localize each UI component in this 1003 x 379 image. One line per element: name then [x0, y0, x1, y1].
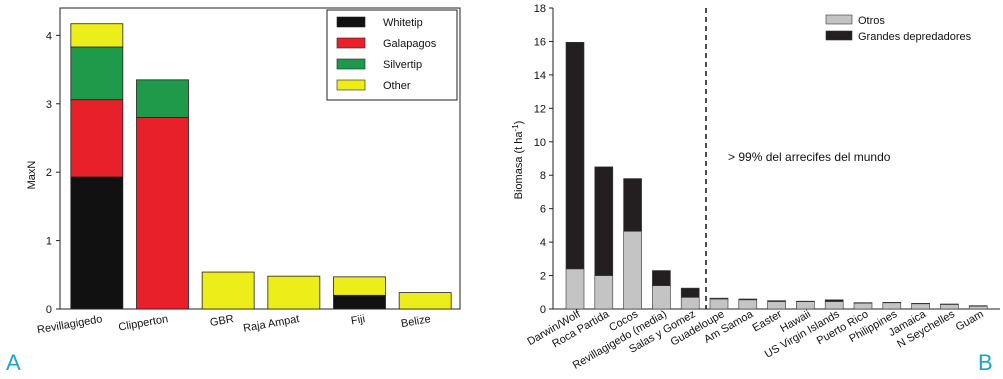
chart-b-bar-revillagigedo-media-grandes-depredadores: [652, 270, 671, 286]
chart-b-bar-puerto-rico-grandes-depredadores: [853, 302, 873, 304]
chart-b-bar-guadeloupe-grandes-depredadores: [709, 297, 729, 300]
chart-b-y-tick-label: 14: [534, 70, 546, 82]
chart-a-legend-swatch-other: [336, 79, 366, 91]
chart-b-bar-cocos-grandes-depredadores: [623, 178, 642, 232]
chart-a-x-tick-label: Belize: [400, 313, 432, 330]
chart-a: 0 1 2 3 4 Revillagigedo Clipperton GBR Raja Amp…: [26, 7, 461, 336]
chart-b-bar-easter-grandes-depredadores: [767, 300, 786, 302]
chart-b-bar-us-virgin-islands-otros: [824, 301, 844, 310]
chart-b-y-tick-label: 8: [540, 170, 546, 182]
chart-a-bar-gbr-other: [201, 271, 255, 310]
chart-a-legend-label-silvertip: Silvertip: [383, 59, 422, 71]
chart-b-y-tick-label: 6: [540, 204, 546, 216]
chart-b-bar-am-samoa-otros: [738, 299, 758, 310]
chart-b-y-tick-label: 4: [540, 237, 546, 249]
chart-b-y-axis-label: Biomasa (t ha-1): [511, 121, 526, 200]
chart-a-y-tick-label: 3: [46, 99, 52, 111]
chart-b-bar-cocos-otros: [623, 230, 642, 310]
chart-b-bar-guadeloupe-otros: [709, 298, 729, 310]
chart-b-bar-roca-partida-grandes-depredadores: [594, 166, 614, 276]
chart-b-bar-us-virgin-islands-grandes-depredadores: [824, 299, 844, 302]
chart-b-bar-salas-y-gomez-otros: [680, 296, 700, 310]
chart-a-x-tick-label: GBR: [209, 313, 235, 329]
chart-b-y-tick-label: 18: [534, 3, 546, 15]
chart-a-bar-fiji-whitetip: [333, 294, 386, 310]
chart-a-legend-label-whitetip: Whitetip: [383, 17, 423, 29]
chart-b-y-axis-label-main: Biomasa (t ha: [513, 131, 525, 200]
chart-b-y-axis-label-end: ): [513, 121, 525, 125]
chart-a-legend-swatch-galapagos: [336, 37, 366, 49]
chart-a-bar-clipperton-galapagos: [136, 117, 189, 310]
chart-b-bar-jamaica-grandes-depredadores: [911, 303, 930, 305]
chart-a-x-tick-label: Raja Ampat: [242, 313, 300, 335]
chart-a-y-axis-label: MaxN: [26, 161, 38, 190]
chart-a-legend: Whitetip Galapagos Silvertip Other: [326, 9, 458, 101]
chart-a-y-tick-label: 1: [46, 236, 52, 248]
chart-a-legend-label-other: Other: [383, 80, 411, 92]
chart-a-bar-revillagigedo-silvertip: [70, 46, 124, 101]
chart-b-bar-salas-y-gomez-grandes-depredadores: [680, 287, 700, 298]
chart-b-y-axis-label-superscript: -1: [511, 124, 520, 132]
chart-a-y-tick-label: 2: [46, 167, 52, 179]
chart-b-bar-roca-partida-otros: [594, 275, 614, 310]
chart-b-bar-hawaii-grandes-depredadores: [796, 300, 815, 302]
chart-a-legend-swatch-whitetip: [336, 16, 366, 28]
chart-b-legend-label-otros: Otros: [858, 15, 885, 27]
chart-b-annotation: > 99% del arrecifes del mundo: [728, 150, 891, 164]
chart-b-bar-hawaii-otros: [796, 301, 815, 310]
chart-b-x-tick-label: Guam: [954, 308, 986, 333]
chart-a-plot-frame: [59, 7, 461, 310]
chart-b-bar-darwin-wolf-otros: [565, 268, 585, 310]
chart-b-y-tick-label: 16: [534, 36, 546, 48]
chart-b-legend-swatch-otros: [825, 14, 853, 25]
chart-a-bar-revillagigedo-other: [70, 23, 124, 48]
chart-a-bar-revillagigedo-galapagos: [70, 99, 124, 178]
chart-a-y-tick-label: 0: [46, 304, 52, 316]
chart-b-bar-philippines-grandes-depredadores: [882, 302, 902, 304]
chart-b-bar-revillagigedo-media-otros: [652, 285, 671, 310]
chart-b-x-tick-label: Easter: [751, 308, 785, 334]
panel-a-letter: A: [6, 350, 21, 375]
chart-a-x-tick-label: Fiji: [350, 313, 366, 327]
chart-b-bar-n-seychelles-grandes-depredadores: [940, 303, 959, 305]
chart-a-bar-clipperton-silvertip: [136, 79, 189, 118]
chart-b-legend-label-grandes-depredadores: Grandes depredadores: [858, 31, 972, 43]
chart-a-y-tick-label: 4: [46, 30, 52, 42]
chart-b-bar-am-samoa-grandes-depredadores: [738, 298, 758, 301]
chart-a-bar-belize-other: [398, 292, 452, 310]
chart-b-bar-darwin-wolf-grandes-depredadores: [565, 41, 585, 270]
chart-b-y-tick-label: 0: [540, 304, 546, 316]
chart-a-bar-revillagigedo-whitetip: [70, 176, 124, 310]
chart-b-y-tick-label: 2: [540, 271, 546, 283]
panel-b-letter: B: [978, 350, 993, 375]
chart-b-bar-guam-grandes-depredadores: [968, 305, 988, 307]
chart-a-x-tick-label: Clipperton: [118, 313, 169, 334]
chart-a-bar-fiji-other: [333, 276, 386, 296]
chart-a-x-tick-label: Revillagigedo: [36, 313, 103, 336]
chart-a-bar-raja-ampat-other: [267, 275, 321, 310]
chart-b-legend-swatch-grandes-depredadores: [825, 30, 853, 41]
chart-a-legend-swatch-silvertip: [336, 58, 366, 70]
chart-b-y-tick-label: 10: [534, 137, 546, 149]
chart-b-bar-easter-otros: [767, 301, 786, 310]
chart-a-legend-label-galapagos: Galapagos: [383, 38, 437, 50]
chart-b-legend: Otros Grandes depredadores: [825, 14, 972, 43]
chart-b-y-tick-label: 12: [534, 103, 546, 115]
